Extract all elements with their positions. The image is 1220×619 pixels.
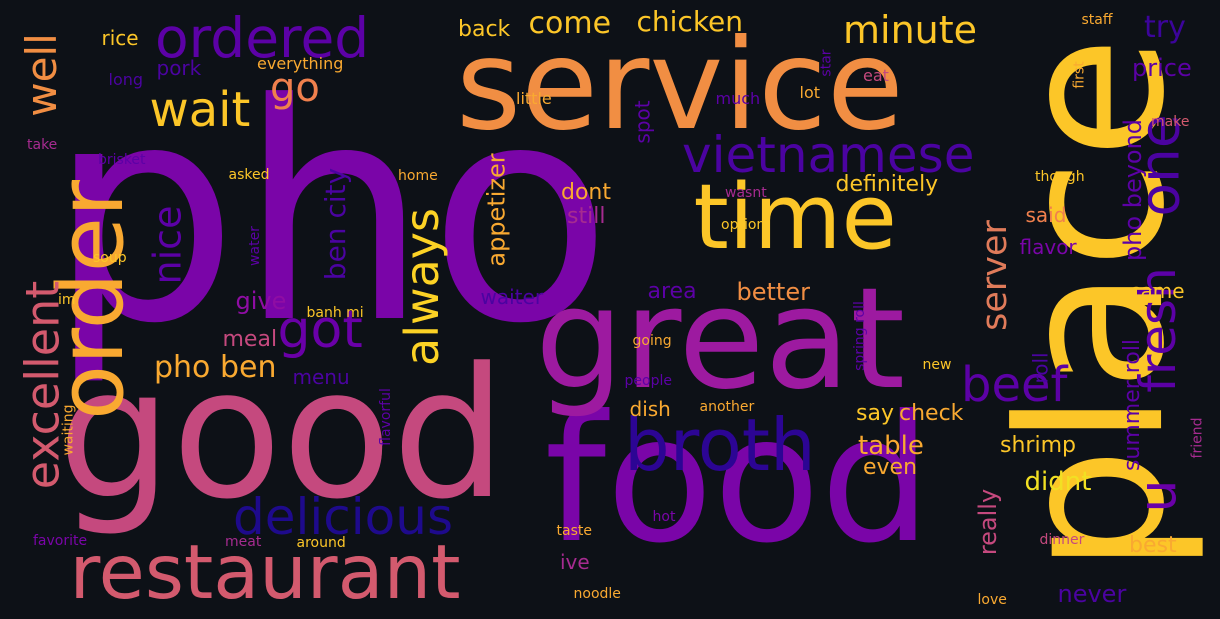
word-pho: pho	[48, 40, 613, 389]
word-banh-mi: banh mi	[306, 305, 364, 321]
word-soup: soup	[93, 250, 127, 266]
word-wait: wait	[149, 82, 251, 138]
word-never: never	[1057, 580, 1127, 608]
word-try: try	[1144, 10, 1186, 45]
word-time: time	[693, 165, 897, 270]
word-back: back	[458, 17, 511, 42]
word-brisket: brisket	[98, 152, 146, 168]
word-spot: spot	[630, 100, 655, 144]
word-everything: everything	[257, 54, 344, 73]
word-nice: nice	[144, 205, 189, 285]
word-dont: dont	[561, 180, 611, 205]
word-u: u	[1127, 479, 1188, 513]
word-ive: ive	[560, 550, 590, 574]
word-though: though	[1035, 169, 1085, 185]
word-summer-roll: summer roll	[1120, 338, 1146, 472]
word-great: great	[535, 258, 906, 421]
word-flavorful: flavorful	[377, 388, 394, 446]
word-restaurant: restaurant	[69, 527, 461, 616]
word-little: little	[516, 89, 552, 108]
word-dinner: dinner	[1039, 532, 1085, 548]
word-ordered: ordered	[155, 5, 370, 70]
word-home: home	[398, 168, 438, 184]
word-dish: dish	[629, 397, 671, 421]
word-got: got	[277, 300, 363, 360]
word-meal: meal	[222, 327, 278, 352]
word-come: come	[528, 6, 612, 41]
word-noodle: noodle	[573, 586, 621, 602]
word-im: im	[58, 292, 76, 308]
word-favorite: favorite	[33, 533, 88, 549]
word-still: still	[567, 204, 606, 229]
word-vietnamese: vietnamese	[682, 126, 975, 184]
word-around: around	[296, 535, 346, 551]
word-flavor: flavor	[1019, 235, 1077, 259]
word-spring-roll: spring roll	[851, 301, 868, 371]
word-friend: friend	[1188, 417, 1205, 459]
word-delicious: delicious	[233, 488, 453, 546]
word-ben-city: ben city	[319, 167, 353, 281]
word-beef: beef	[961, 357, 1068, 413]
word-broth: broth	[624, 403, 816, 487]
word-going: going	[632, 333, 672, 349]
word-always: always	[394, 208, 449, 366]
word-taste: taste	[556, 523, 592, 539]
word-minute: minute	[843, 8, 978, 52]
word-first: first	[1071, 61, 1088, 89]
word-asked: asked	[228, 167, 270, 183]
word-say: say	[856, 401, 894, 426]
word-take: take	[27, 137, 58, 153]
word-table: table	[858, 431, 924, 461]
word-long: long	[108, 70, 144, 89]
word-lot: lot	[799, 83, 821, 102]
word-roll: roll	[1028, 352, 1053, 384]
word-really: really	[974, 488, 1003, 556]
word-server: server	[974, 219, 1015, 331]
word-good: good	[57, 330, 507, 539]
word-check: check	[899, 401, 964, 426]
word-water: water	[246, 226, 263, 266]
word-didnt: didnt	[1024, 467, 1092, 497]
word-meat: meat	[225, 534, 262, 550]
word-excellent: excellent	[14, 280, 69, 490]
word-eat: eat	[863, 66, 889, 85]
word-new: new	[922, 357, 952, 373]
word-pho-beyond: pho beyond	[1119, 118, 1148, 262]
word-wasnt: wasnt	[725, 185, 767, 201]
word-give: give	[235, 287, 287, 315]
word-appetizer: appetizer	[482, 153, 511, 267]
word-shrimp: shrimp	[1000, 433, 1076, 458]
word-definitely: definitely	[835, 172, 939, 197]
word-love: love	[977, 592, 1007, 608]
word-another: another	[699, 399, 755, 415]
word-waiting: waiting	[60, 404, 77, 456]
word-pork: pork	[156, 56, 202, 80]
word-chicken: chicken	[636, 5, 744, 38]
word-better: better	[736, 278, 810, 306]
word-go: go	[270, 65, 320, 111]
word-people: people	[624, 373, 672, 389]
word-well: well	[16, 33, 66, 117]
word-pho-ben: pho ben	[154, 350, 277, 385]
word-make: make	[1151, 114, 1190, 130]
word-came: came	[1129, 279, 1185, 303]
word-even: even	[863, 455, 918, 480]
word-best: best	[1129, 533, 1177, 558]
word-menu: menu	[292, 365, 350, 389]
word-star: star	[818, 49, 835, 77]
word-waiter: waiter	[480, 285, 544, 309]
word-area: area	[647, 279, 697, 304]
word-much: much	[715, 89, 761, 108]
word-hot: hot	[652, 509, 676, 525]
word-price: price	[1132, 54, 1192, 82]
word-staff: staff	[1081, 12, 1113, 28]
word-option: option	[721, 217, 766, 233]
word-service: service	[456, 12, 904, 158]
word-said: said	[1025, 203, 1067, 227]
word-rice: rice	[101, 26, 139, 50]
word-food: food	[544, 378, 932, 582]
